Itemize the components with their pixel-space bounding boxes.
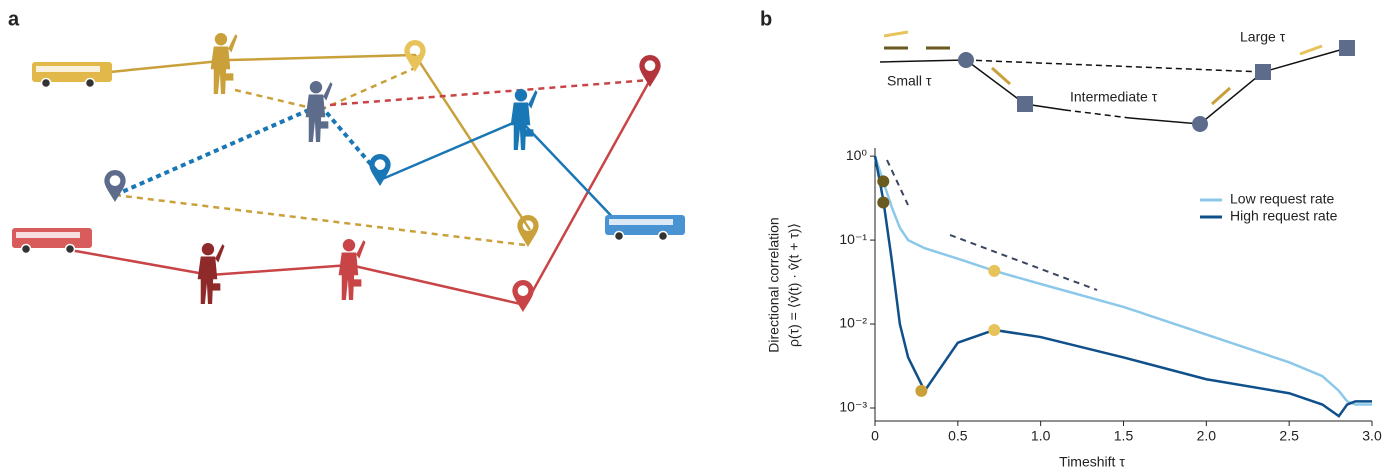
person	[306, 81, 333, 142]
x-tick-label: 0	[871, 428, 879, 444]
diagram-label: Large τ	[1240, 29, 1286, 45]
x-axis-label: Timeshift τ	[1059, 454, 1125, 470]
highlight-point	[877, 175, 889, 187]
x-tick-label: 2.5	[1279, 428, 1299, 444]
route	[70, 80, 650, 305]
highlight-point	[877, 197, 889, 209]
route	[115, 105, 380, 195]
person	[211, 33, 238, 94]
pin	[517, 215, 538, 247]
y-tick-label: 10⁰	[846, 147, 868, 163]
legend-label: Low request rate	[1230, 191, 1334, 207]
diagram-label: Intermediate τ	[1070, 89, 1158, 105]
legend-label: High request rate	[1230, 208, 1338, 224]
pin	[104, 170, 125, 202]
person	[339, 239, 366, 300]
nodes	[958, 40, 1355, 132]
panel-label: b	[760, 8, 772, 30]
bus	[32, 62, 112, 88]
route	[330, 80, 650, 105]
pin	[639, 55, 660, 87]
pin	[369, 154, 390, 186]
highlight-point	[988, 324, 1000, 336]
bus	[605, 215, 685, 241]
highlight-point	[915, 385, 927, 397]
y-tick-label: 10⁻³	[839, 399, 867, 415]
x-tick-label: 0.5	[948, 428, 968, 444]
figure: a b	[0, 0, 1385, 471]
y-axis-label: ρ(τ) = ⟨v̂(t) · v̂(t + τ)⟩	[786, 223, 802, 347]
x-tick-label: 2.0	[1197, 428, 1217, 444]
y-tick-label: 10⁻²	[839, 315, 867, 331]
person	[511, 89, 538, 150]
x-tick-label: 3.0	[1362, 428, 1382, 444]
route	[115, 195, 525, 245]
diagram-label: Small τ	[887, 73, 932, 89]
path	[1130, 48, 1347, 124]
x-tick-label: 1.5	[1114, 428, 1134, 444]
highlight-point	[988, 265, 1000, 277]
x-tick-label: 1.0	[1031, 428, 1051, 444]
pin	[512, 280, 533, 312]
route	[235, 68, 415, 110]
y-axis-label: Directional correlation	[766, 217, 782, 352]
tau-diagram	[880, 32, 1355, 132]
path	[966, 60, 1263, 72]
path	[1065, 110, 1130, 118]
bus	[12, 228, 92, 254]
network-diagram	[12, 33, 685, 312]
panel-label: a	[8, 8, 20, 30]
y-tick-label: 10⁻¹	[839, 231, 867, 247]
route	[380, 120, 620, 225]
